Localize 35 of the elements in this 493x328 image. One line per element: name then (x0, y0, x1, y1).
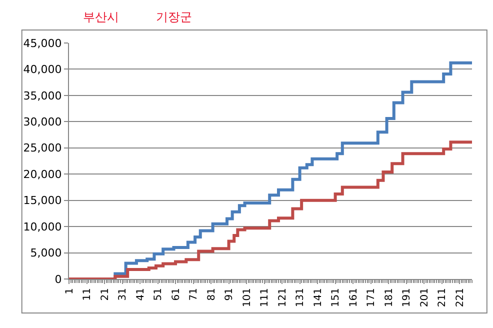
x-tick-label: 91 (224, 288, 236, 301)
x-tick-label: 191 (402, 288, 413, 308)
x-tick-label: 181 (384, 288, 395, 308)
x-tick-label: 81 (206, 288, 218, 301)
x-tick-label: 71 (188, 288, 200, 301)
x-tick-label: 11 (82, 288, 93, 301)
x-tick-label: 41 (135, 288, 146, 301)
x-tick-label: 101 (242, 288, 253, 308)
x-tick-label: 151 (330, 288, 342, 308)
x-tick-label: 111 (260, 288, 271, 308)
x-tick-label: 171 (366, 288, 378, 308)
y-tick-label: 35,000 (23, 89, 62, 102)
x-tick-label: 131 (295, 288, 306, 308)
x-tick-label: 61 (170, 288, 182, 301)
x-tick-label: 51 (153, 288, 164, 301)
x-tick-label: 21 (100, 288, 111, 301)
x-tick-label: 1 (64, 288, 76, 294)
y-tick-label: 5,000 (30, 246, 62, 260)
y-tick-label: 15,000 (23, 194, 62, 208)
y-tick-label: 20,000 (23, 168, 62, 181)
y-tick-label: 40,000 (23, 63, 62, 76)
text: 기장군 (156, 10, 192, 24)
x-tick-label: 141 (312, 288, 324, 308)
y-tick-label: 25,000 (23, 142, 62, 155)
x-tick-label: 221 (454, 288, 466, 308)
text: 부산시 (83, 10, 119, 24)
x-tick-label: 201 (419, 288, 430, 308)
y-tick-label: 30,000 (23, 116, 62, 129)
y-tick-label: 45,000 (23, 36, 62, 50)
y-tick-label: 0 (54, 272, 62, 286)
x-tick-label: 31 (118, 288, 129, 301)
x-tick-label: 211 (437, 288, 448, 308)
x-tick-label: 161 (348, 288, 360, 308)
x-tick-label: 121 (277, 288, 288, 308)
y-tick-label: 10,000 (23, 220, 62, 234)
